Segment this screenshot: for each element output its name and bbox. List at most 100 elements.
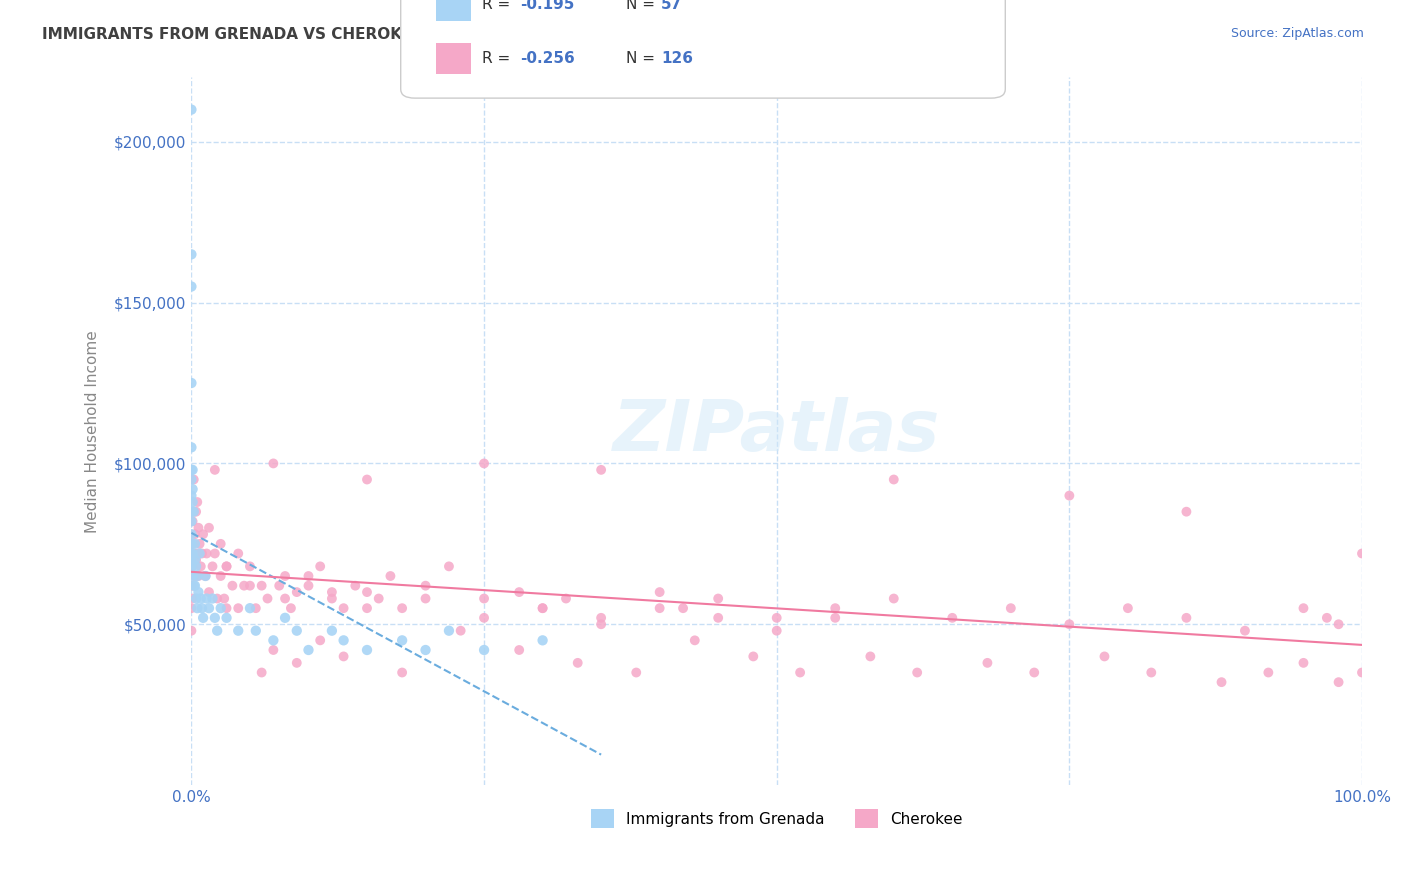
Point	[274, 591, 297, 606]
Point	[191, 601, 214, 615]
Point	[297, 569, 319, 583]
Point	[567, 656, 589, 670]
Point	[1292, 656, 1315, 670]
Point	[765, 624, 787, 638]
Point	[180, 103, 202, 117]
Y-axis label: Median Household Income: Median Household Income	[86, 330, 100, 533]
Point	[274, 611, 297, 625]
Point	[198, 601, 221, 615]
Point	[183, 579, 205, 593]
Point	[188, 537, 211, 551]
Point	[591, 463, 613, 477]
Point	[180, 441, 202, 455]
Point	[221, 579, 243, 593]
Point	[380, 569, 402, 583]
Text: Source: ZipAtlas.com: Source: ZipAtlas.com	[1230, 27, 1364, 40]
Point	[180, 505, 202, 519]
Point	[226, 601, 249, 615]
Point	[212, 591, 235, 606]
Point	[824, 601, 846, 615]
Point	[180, 527, 202, 541]
Point	[1116, 601, 1139, 615]
Point	[1327, 675, 1350, 690]
Point	[321, 585, 343, 599]
Point	[285, 585, 308, 599]
Point	[215, 611, 238, 625]
Point	[274, 569, 297, 583]
Point	[187, 521, 209, 535]
Point	[1316, 611, 1339, 625]
Point	[415, 643, 437, 657]
Point	[233, 579, 256, 593]
Point	[198, 585, 221, 599]
Point	[187, 585, 209, 599]
Text: 57: 57	[661, 0, 682, 12]
Point	[183, 505, 205, 519]
Point	[186, 601, 208, 615]
Point	[250, 665, 273, 680]
Point	[269, 579, 291, 593]
Text: R =: R =	[482, 51, 516, 66]
Text: -0.256: -0.256	[520, 51, 575, 66]
Point	[180, 579, 202, 593]
Point	[181, 569, 204, 583]
Point	[344, 579, 367, 593]
Point	[194, 569, 217, 583]
Point	[188, 547, 211, 561]
Point	[472, 643, 495, 657]
Point	[332, 649, 354, 664]
Point	[1327, 617, 1350, 632]
Point	[1351, 547, 1374, 561]
Legend: Immigrants from Grenada, Cherokee: Immigrants from Grenada, Cherokee	[585, 803, 969, 834]
Point	[191, 611, 214, 625]
Point	[191, 547, 214, 561]
Point	[184, 553, 207, 567]
Point	[941, 611, 963, 625]
Point	[531, 633, 554, 648]
Point	[591, 617, 613, 632]
Point	[437, 559, 460, 574]
Point	[591, 611, 613, 625]
Point	[180, 559, 202, 574]
Point	[181, 482, 204, 496]
Point	[190, 559, 212, 574]
Point	[450, 624, 472, 638]
Point	[883, 591, 905, 606]
Point	[1292, 601, 1315, 615]
Point	[262, 643, 284, 657]
Point	[180, 559, 202, 574]
Text: 126: 126	[661, 51, 693, 66]
Point	[859, 649, 882, 664]
Point	[181, 547, 204, 561]
Point	[367, 591, 389, 606]
Point	[415, 591, 437, 606]
Point	[205, 624, 228, 638]
Point	[356, 643, 378, 657]
Point	[531, 601, 554, 615]
Point	[1000, 601, 1022, 615]
Point	[184, 569, 207, 583]
Point	[321, 624, 343, 638]
Point	[184, 527, 207, 541]
Point	[245, 601, 267, 615]
Point	[1059, 617, 1081, 632]
Point	[1211, 675, 1233, 690]
Point	[285, 656, 308, 670]
Point	[183, 505, 205, 519]
Point	[226, 547, 249, 561]
Point	[531, 601, 554, 615]
Point	[186, 495, 208, 509]
Point	[626, 665, 648, 680]
Point	[1140, 665, 1163, 680]
Point	[1351, 665, 1374, 680]
Point	[508, 643, 530, 657]
Point	[883, 473, 905, 487]
Point	[239, 601, 262, 615]
Point	[332, 633, 354, 648]
Point	[180, 247, 202, 261]
Point	[184, 505, 207, 519]
Point	[262, 457, 284, 471]
Point	[180, 624, 202, 638]
Point	[194, 569, 217, 583]
Point	[181, 591, 204, 606]
